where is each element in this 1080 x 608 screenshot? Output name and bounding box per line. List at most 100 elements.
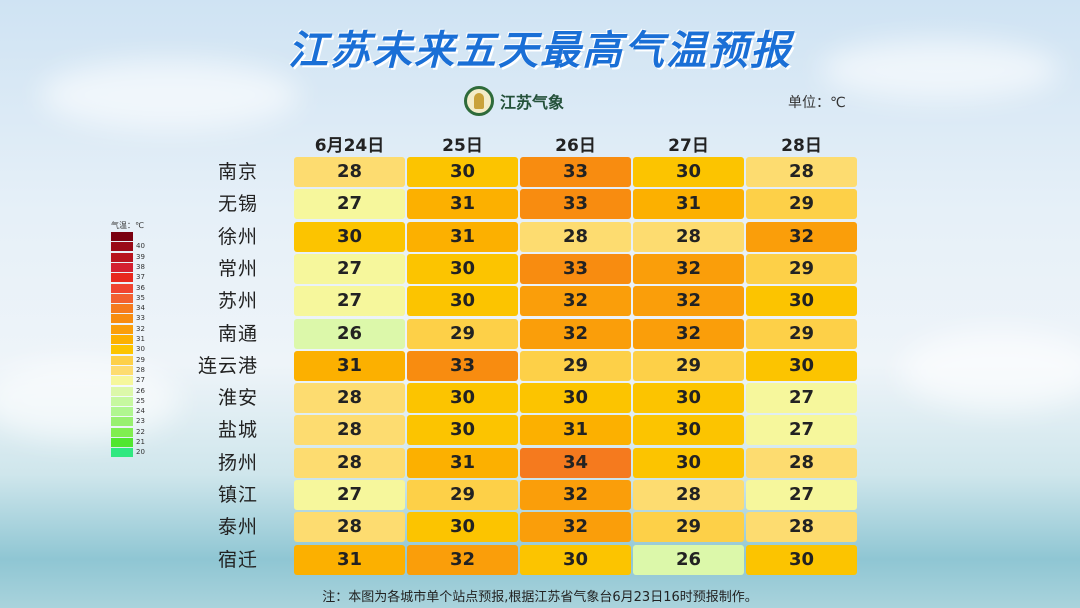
temp-cell: 29	[633, 350, 744, 381]
temp-cell: 30	[746, 286, 857, 317]
temp-cell: 27	[746, 383, 857, 414]
temp-cell: 30	[294, 221, 405, 252]
legend-label: 35	[136, 293, 145, 302]
legend-label: 32	[136, 324, 145, 333]
temp-cell: 28	[520, 221, 631, 252]
temp-cell: 30	[746, 350, 857, 381]
legend-label: 22	[136, 427, 145, 436]
temp-cell: 33	[520, 189, 631, 220]
temp-cell: 31	[294, 350, 405, 381]
legend-label: 37	[136, 273, 145, 282]
temp-cell: 33	[520, 157, 631, 187]
temp-cell: 28	[294, 512, 405, 543]
temp-cell: 30	[407, 383, 518, 414]
page-title: 江苏未来五天最高气温预报	[288, 28, 792, 74]
legend-swatch	[111, 407, 133, 417]
row-label: 徐州	[217, 225, 258, 248]
column-header: 26日	[555, 136, 596, 156]
legend-label: 24	[136, 407, 145, 416]
column-header: 27日	[668, 136, 709, 156]
logo-text: 江苏气象	[500, 93, 565, 112]
temp-cell: 30	[633, 157, 744, 187]
temp-cell: 30	[407, 253, 518, 284]
legend-label: 40	[136, 242, 145, 251]
legend-swatch	[111, 262, 133, 272]
temp-cell: 32	[746, 221, 857, 252]
temp-cell: 32	[520, 318, 631, 349]
legend-label: 28	[136, 365, 145, 374]
legend-swatch	[111, 314, 133, 324]
legend-swatch	[111, 242, 133, 252]
legend-swatch	[111, 376, 133, 386]
temp-cell: 32	[633, 253, 744, 284]
legend-swatch	[111, 324, 133, 334]
temp-cell: 27	[294, 286, 405, 317]
row-label: 苏州	[217, 290, 258, 313]
row-label: 扬州	[217, 451, 258, 474]
footnote: 注：本图为各城市单个站点预报,根据江苏省气象台6月23日16时预报制作。	[322, 590, 758, 605]
legend-swatch	[111, 293, 133, 303]
legend-swatch	[111, 427, 133, 437]
row-label: 连云港	[197, 354, 258, 377]
legend-swatch	[111, 386, 133, 396]
temp-cell: 28	[633, 221, 744, 252]
temp-cell: 29	[746, 253, 857, 284]
column-header: 25日	[442, 136, 483, 156]
temp-cell: 29	[407, 318, 518, 349]
legend-label: 21	[136, 438, 145, 446]
temp-cell: 30	[633, 415, 744, 446]
legend-swatch	[111, 355, 133, 365]
temp-cell: 29	[746, 189, 857, 220]
legend-label: 33	[136, 314, 145, 323]
column-header: 28日	[781, 136, 822, 156]
row-label: 南京	[217, 161, 258, 183]
temp-cell: 32	[520, 512, 631, 543]
legend-label: 20	[136, 448, 145, 457]
legend-swatch	[111, 252, 133, 262]
legend-label: 23	[136, 417, 145, 426]
temp-cell: 30	[520, 544, 631, 575]
row-label: 镇江	[217, 484, 258, 506]
legend-swatch	[111, 396, 133, 406]
row-label: 宿迁	[217, 548, 258, 571]
temp-cell: 27	[294, 480, 405, 510]
temp-cell: 27	[746, 480, 857, 510]
legend-swatch	[111, 345, 133, 355]
legend-label: 38	[136, 262, 145, 271]
legend-swatch	[111, 273, 133, 283]
temp-cell: 33	[520, 253, 631, 284]
temp-cell: 31	[407, 221, 518, 252]
temp-cell: 28	[294, 383, 405, 414]
legend-label: 30	[136, 345, 145, 354]
temp-cell: 30	[746, 544, 857, 575]
temp-cell: 27	[294, 253, 405, 284]
row-label: 泰州	[217, 516, 258, 539]
legend-swatch	[111, 232, 133, 241]
temp-cell: 30	[407, 157, 518, 187]
row-label: 南通	[217, 322, 258, 345]
temp-cell: 26	[633, 544, 744, 575]
temp-cell: 28	[746, 447, 857, 478]
temp-cell: 31	[633, 189, 744, 220]
temp-cell: 33	[407, 350, 518, 381]
temp-cell: 31	[407, 447, 518, 478]
temp-cell: 26	[294, 318, 405, 349]
temp-cell: 32	[407, 544, 518, 575]
temp-cell: 27	[746, 415, 857, 446]
row-label: 无锡	[217, 193, 258, 216]
temp-cell: 27	[294, 189, 405, 220]
temp-cell: 30	[407, 286, 518, 317]
legend-label: 34	[136, 304, 145, 313]
temp-cell: 28	[746, 157, 857, 187]
legend-swatch	[111, 365, 133, 375]
legend-label: 39	[136, 252, 145, 261]
legend-swatch	[111, 417, 133, 427]
legend-label: 27	[136, 376, 145, 385]
temp-cell: 30	[633, 447, 744, 478]
temp-cell: 34	[520, 447, 631, 478]
legend-swatch	[111, 283, 133, 293]
legend-title: 气温：℃	[111, 221, 144, 230]
row-label: 盐城	[217, 419, 258, 442]
legend-label: 25	[136, 396, 145, 405]
temp-cell: 32	[520, 480, 631, 510]
